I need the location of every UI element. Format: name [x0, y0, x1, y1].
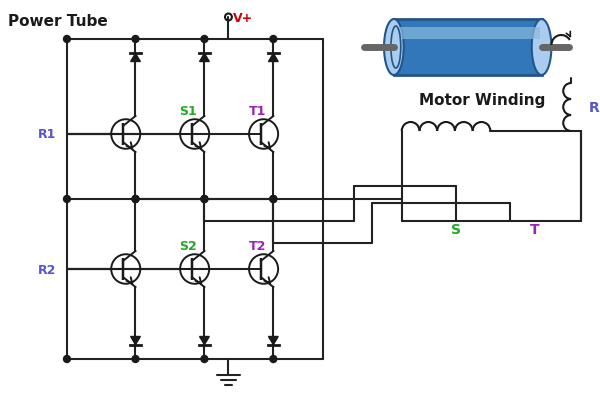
Polygon shape [131, 54, 140, 62]
Circle shape [201, 196, 208, 203]
Circle shape [270, 36, 277, 43]
Circle shape [132, 196, 139, 203]
Polygon shape [268, 54, 278, 62]
Text: T: T [530, 222, 539, 236]
Circle shape [132, 196, 139, 203]
Text: V+: V+ [233, 11, 254, 25]
Text: Motor Winding: Motor Winding [419, 92, 545, 107]
Circle shape [201, 356, 208, 363]
Circle shape [270, 196, 277, 203]
Ellipse shape [391, 27, 401, 69]
Text: S: S [451, 222, 461, 236]
Text: R: R [589, 101, 599, 115]
Ellipse shape [532, 20, 551, 76]
FancyBboxPatch shape [394, 20, 542, 76]
Ellipse shape [384, 20, 404, 76]
Text: Power Tube: Power Tube [8, 14, 107, 29]
Text: S1: S1 [179, 105, 197, 118]
Circle shape [201, 196, 208, 203]
Circle shape [132, 356, 139, 363]
Circle shape [64, 36, 70, 43]
Circle shape [201, 36, 208, 43]
Circle shape [64, 356, 70, 363]
Text: R2: R2 [38, 263, 56, 276]
Polygon shape [200, 337, 209, 345]
Circle shape [64, 196, 70, 203]
Polygon shape [200, 54, 209, 62]
FancyBboxPatch shape [396, 28, 539, 40]
Text: R1: R1 [38, 128, 56, 141]
Polygon shape [268, 337, 278, 345]
Circle shape [132, 36, 139, 43]
Circle shape [270, 356, 277, 363]
Text: T1: T1 [249, 105, 266, 118]
Circle shape [270, 196, 277, 203]
Text: S2: S2 [179, 240, 197, 253]
Polygon shape [131, 337, 140, 345]
Text: T2: T2 [249, 240, 266, 253]
